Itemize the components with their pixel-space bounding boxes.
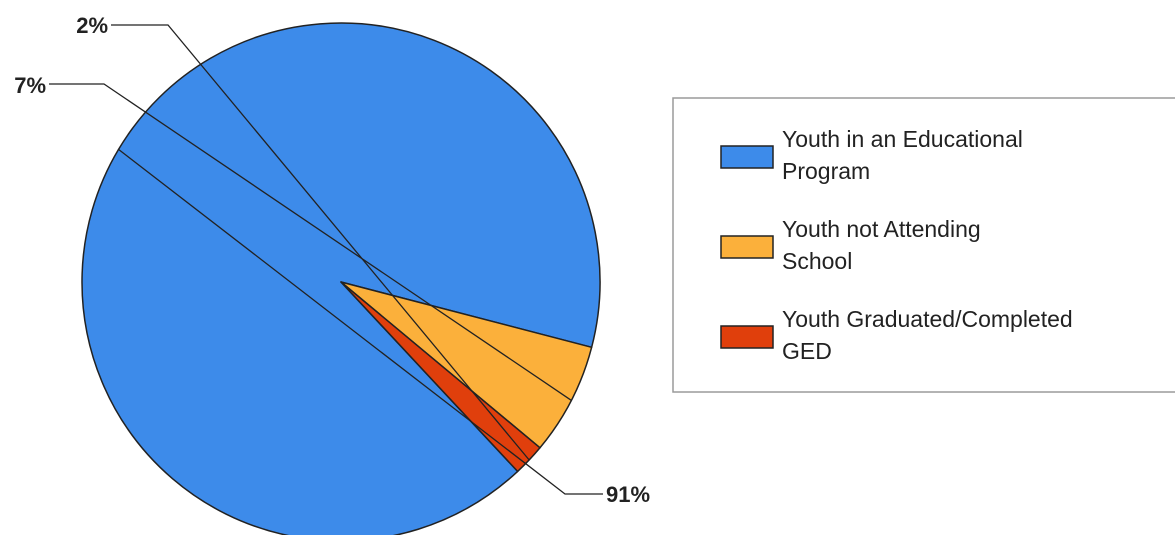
leader-line — [118, 148, 603, 495]
leader-line — [111, 24, 530, 461]
leader-line — [49, 83, 572, 401]
pie-slices — [81, 22, 601, 535]
leader-lines — [49, 24, 603, 495]
slice-labels: 91% 7% 2% — [14, 13, 650, 507]
slice-percent-label: 91% — [606, 482, 650, 507]
slice-percent-label: 7% — [14, 73, 46, 98]
legend-label: Youth in an Educational Program — [782, 126, 1023, 184]
slice-percent-label: 2% — [76, 13, 108, 38]
legend: Youth in an Educational Program Youth not … — [672, 97, 1175, 393]
legend-label: Youth not Attending School — [782, 216, 981, 274]
legend-swatch — [720, 325, 774, 349]
legend-swatch — [720, 145, 774, 169]
legend-swatch — [720, 235, 774, 259]
legend-label: Youth Graduated/Completed GED — [782, 306, 1073, 364]
